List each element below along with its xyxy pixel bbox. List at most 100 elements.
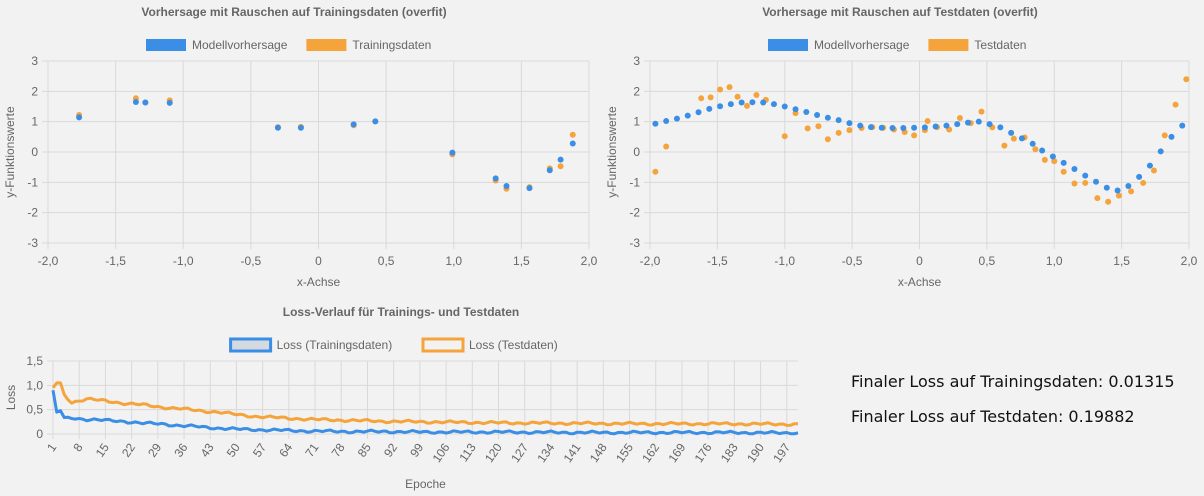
x-tick-label: 2,0 (1181, 254, 1198, 268)
final-train-loss-text: Finaler Loss auf Trainingsdaten: 0.01315 (851, 372, 1175, 391)
data-point (350, 121, 357, 128)
legend-swatch (928, 39, 969, 51)
y-tick-label: 3 (31, 54, 38, 68)
x-axis-label: Epoche (405, 477, 446, 491)
legend-swatch (768, 39, 808, 51)
x-tick-label: 78 (329, 440, 348, 459)
y-tick-label: 2 (633, 84, 640, 98)
y-tick-label: 0,5 (26, 403, 43, 417)
data-point (652, 168, 659, 175)
x-tick-label: -2,0 (38, 254, 59, 268)
y-tick-label: 1 (31, 115, 38, 129)
data-point (673, 115, 680, 122)
x-tick-label: 190 (744, 440, 767, 465)
x-tick-label: -1,0 (173, 254, 194, 268)
data-point (1140, 179, 1147, 186)
data-point (1168, 133, 1175, 140)
data-point (1114, 187, 1121, 194)
data-point (1105, 198, 1112, 205)
data-point (889, 125, 896, 132)
data-point (1150, 167, 1157, 174)
legend-label: Loss (Testdaten) (469, 338, 558, 352)
data-point (986, 121, 993, 128)
data-point (975, 118, 982, 125)
y-axis-label: Loss (4, 385, 18, 410)
data-point (804, 125, 811, 132)
data-point (166, 99, 173, 106)
data-point (1060, 159, 1067, 166)
data-point (698, 95, 705, 102)
data-point (1115, 192, 1122, 199)
data-point (835, 129, 842, 136)
data-point (965, 119, 972, 126)
data-point (1029, 140, 1036, 147)
data-point (1060, 168, 1067, 175)
legend-label: Modellvorhersage (814, 38, 910, 52)
legend-swatch (306, 39, 347, 51)
x-tick-label: 8 (70, 440, 85, 454)
data-point (911, 132, 918, 139)
data-point (76, 114, 83, 121)
data-point (921, 124, 928, 131)
data-point (1071, 165, 1078, 172)
chart-title: Loss-Verlauf für Trainings- und Testdate… (283, 305, 519, 319)
data-point (503, 182, 510, 189)
x-tick-label: 120 (482, 440, 505, 465)
x-tick-label: 141 (561, 440, 584, 465)
y-tick-label: 0 (633, 145, 640, 159)
y-tick-label: -3 (27, 236, 38, 250)
data-point (707, 94, 714, 101)
data-point (814, 111, 821, 118)
data-point (753, 91, 760, 98)
data-point (954, 121, 961, 128)
x-tick-label: 134 (534, 440, 557, 465)
x-tick-label: 169 (665, 440, 688, 465)
data-point (526, 185, 533, 192)
data-point (932, 123, 939, 130)
legend-label: Trainingsdaten (352, 38, 431, 52)
x-tick-label: -1,5 (707, 254, 728, 268)
data-point (706, 105, 713, 112)
data-point (1094, 195, 1101, 202)
data-point (956, 115, 963, 122)
y-tick-label: 1 (633, 115, 640, 129)
data-point (569, 131, 576, 138)
data-point (142, 99, 149, 106)
y-tick-label: -2 (629, 206, 640, 220)
test-loss-line (51, 381, 799, 427)
x-tick-label: 0,5 (378, 254, 395, 268)
data-point (1039, 147, 1046, 154)
data-point (663, 118, 670, 125)
x-tick-label: 1,0 (1046, 254, 1063, 268)
data-point (1183, 76, 1190, 83)
y-tick-label: 2 (31, 84, 38, 98)
legend-swatch (146, 39, 186, 51)
x-tick-label: 127 (508, 440, 531, 465)
data-point (857, 122, 864, 129)
x-tick-label: -0,5 (842, 254, 863, 268)
data-point (652, 120, 659, 127)
data-point (1128, 188, 1135, 195)
x-tick-label: 0 (315, 254, 322, 268)
data-point (1172, 101, 1179, 108)
data-point (492, 175, 499, 182)
data-point (1157, 148, 1164, 155)
data-point (717, 86, 724, 93)
data-point (132, 98, 139, 105)
x-tick-label: 183 (718, 440, 741, 465)
data-point (781, 133, 788, 140)
data-point (1071, 180, 1078, 187)
x-tick-label: 43 (198, 440, 217, 459)
data-point (781, 103, 788, 110)
data-point (738, 99, 745, 106)
x-tick-label: 99 (407, 440, 426, 459)
data-point (695, 109, 702, 116)
data-point (978, 108, 985, 115)
data-point (1010, 135, 1017, 142)
y-axis-label: y-Funktionswerte (3, 106, 17, 198)
data-point (1146, 162, 1153, 169)
x-tick-label: 64 (276, 440, 295, 459)
data-point (1032, 146, 1039, 153)
